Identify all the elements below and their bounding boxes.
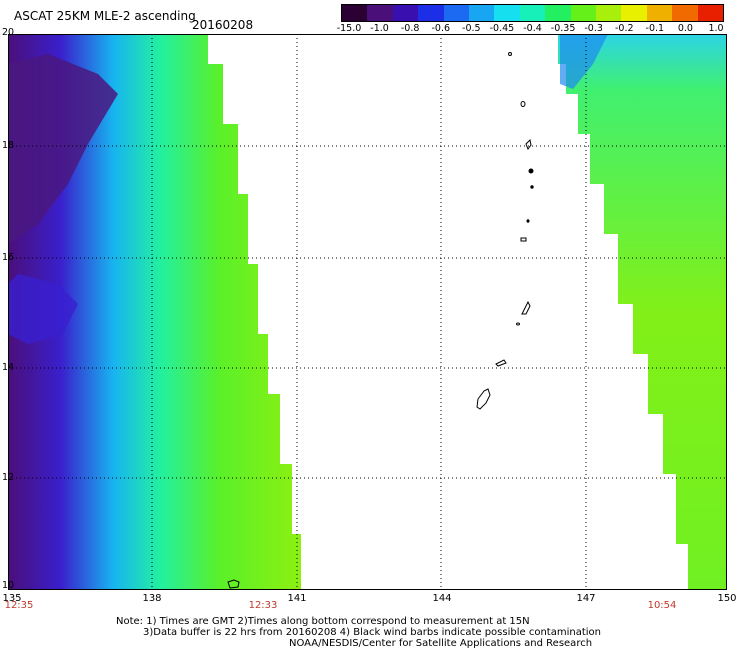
- lon-label: 144: [432, 593, 452, 604]
- lon-label: 150: [717, 593, 737, 604]
- island-outline: [508, 52, 512, 56]
- color-scale-label: 0.0: [677, 23, 693, 34]
- color-scale-label: -0.35: [550, 23, 576, 34]
- note-line-3: NOAA/NESDIS/Center for Satellite Applica…: [289, 638, 593, 649]
- map-panel: [8, 34, 727, 590]
- color-scale-swatch: [392, 5, 419, 21]
- color-scale-swatch: [443, 5, 470, 21]
- island-outline: [476, 388, 491, 410]
- left-swath-core: [8, 54, 118, 244]
- left-swath: [8, 34, 301, 590]
- color-scale-label: -0.3: [584, 23, 603, 34]
- island-outlines: [227, 52, 534, 589]
- color-scale-swatch: [570, 5, 597, 21]
- island-outline: [521, 300, 531, 315]
- island-outline: [520, 237, 527, 242]
- color-scale-swatch: [545, 5, 571, 21]
- map-frame: [8, 34, 727, 590]
- island-outline: [526, 219, 530, 223]
- lat-label: 16: [2, 252, 15, 263]
- right-swath-blue-corner: [560, 34, 608, 89]
- island-outline: [516, 322, 520, 326]
- island-outline: [530, 185, 534, 189]
- lon-label: 147: [576, 593, 596, 604]
- color-scale-swatch: [469, 5, 495, 21]
- color-scale-label: -0.4: [523, 23, 542, 34]
- color-scale-swatch: [697, 5, 724, 21]
- color-scale: -15.0 -1.0 -0.8 -0.6 -0.5 -0.45 -0.4 -0.35 -0.3-…: [337, 4, 724, 34]
- lon-label: 135: [2, 593, 22, 604]
- swath-time: 12:33: [248, 600, 278, 611]
- swath-time: 12:35: [4, 600, 34, 611]
- lat-label: 14: [2, 362, 15, 373]
- island-outline: [528, 168, 534, 174]
- lat-label: 12: [2, 472, 15, 483]
- color-scale-label: -0.45: [489, 23, 515, 34]
- color-scale-labels: -15.0 -1.0 -0.8 -0.6 -0.5 -0.45 -0.4 -0.35 -0.3-…: [337, 22, 724, 34]
- note-line-1: Note: 1) Times are GMT 2)Times along bot…: [116, 616, 530, 627]
- color-scale-label: -0.2: [614, 23, 634, 34]
- color-scale-label: -0.5: [462, 23, 481, 34]
- swath-time: 10:54: [647, 600, 677, 611]
- color-scale-swatch: [418, 5, 444, 21]
- color-scale-label: -0.8: [400, 23, 420, 34]
- color-scale-swatch: [621, 5, 647, 21]
- lat-label: 10: [2, 580, 15, 591]
- lon-label: 138: [142, 593, 162, 604]
- island-outline: [520, 101, 526, 107]
- lat-label: 18: [2, 140, 15, 151]
- color-scale-label: 1.0: [708, 23, 724, 34]
- color-scale-swatch: [646, 5, 673, 21]
- color-scale-label: -0.1: [645, 23, 665, 34]
- product-date: 20160208: [192, 18, 254, 32]
- graticule: [8, 34, 727, 590]
- color-scale-swatch: [342, 5, 368, 21]
- color-scale-swatch: [494, 5, 520, 21]
- right-swath: [558, 34, 727, 590]
- color-scale-swatch: [672, 5, 698, 21]
- island-outline: [525, 138, 532, 151]
- color-scale-bar: [341, 4, 724, 22]
- color-scale-label: -0.6: [431, 23, 451, 34]
- lat-label: 20: [2, 27, 15, 38]
- color-scale-label: -15.0: [336, 23, 362, 34]
- left-swath-blue-patch: [8, 274, 78, 344]
- color-scale-swatch: [596, 5, 622, 21]
- color-scale-swatch: [519, 5, 546, 21]
- lon-label: 141: [287, 593, 307, 604]
- note-line-2: 3)Data buffer is 22 hrs from 20160208 4)…: [143, 627, 601, 638]
- product-title: ASCAT 25KM MLE-2 ascending: [14, 9, 196, 23]
- island-outline: [227, 579, 240, 589]
- island-outline: [495, 359, 507, 367]
- color-scale-label: -1.0: [370, 23, 389, 34]
- color-scale-swatch: [367, 5, 393, 21]
